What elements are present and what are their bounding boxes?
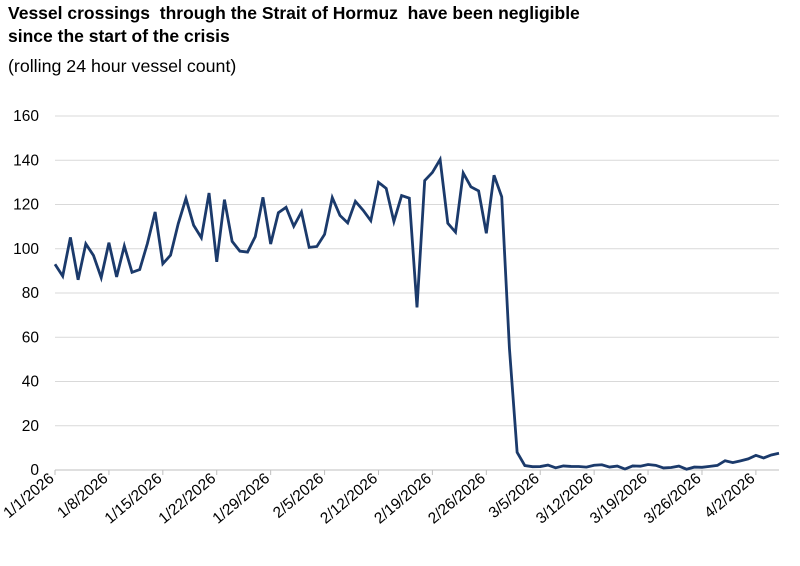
svg-text:3/26/2026: 3/26/2026	[641, 470, 705, 527]
svg-text:1/15/2026: 1/15/2026	[102, 470, 166, 527]
svg-text:120: 120	[13, 197, 39, 214]
svg-text:1/29/2026: 1/29/2026	[209, 470, 273, 527]
svg-text:1/1/2026: 1/1/2026	[0, 470, 57, 522]
svg-text:60: 60	[22, 329, 40, 346]
svg-text:4/2/2026: 4/2/2026	[701, 470, 758, 522]
svg-text:3/12/2026: 3/12/2026	[533, 470, 597, 527]
svg-text:2/12/2026: 2/12/2026	[317, 470, 381, 527]
svg-text:140: 140	[13, 152, 39, 169]
svg-text:100: 100	[13, 241, 39, 258]
svg-text:40: 40	[22, 374, 40, 391]
svg-text:2/26/2026: 2/26/2026	[425, 470, 489, 527]
svg-text:2/19/2026: 2/19/2026	[371, 470, 435, 527]
svg-text:20: 20	[22, 418, 40, 435]
svg-text:160: 160	[13, 108, 39, 125]
svg-text:80: 80	[22, 285, 40, 302]
svg-text:1/22/2026: 1/22/2026	[156, 470, 220, 527]
svg-text:3/19/2026: 3/19/2026	[587, 470, 651, 527]
